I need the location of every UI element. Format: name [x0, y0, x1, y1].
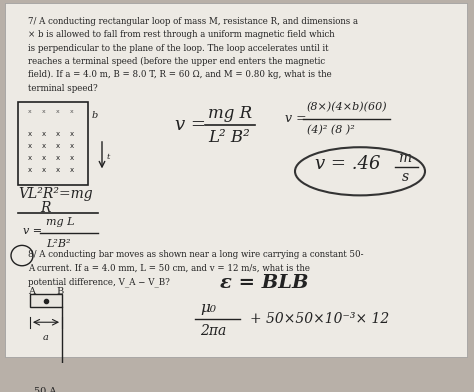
- Text: x: x: [28, 143, 32, 149]
- Text: is perpendicular to the plane of the loop. The loop accelerates until it: is perpendicular to the plane of the loo…: [28, 44, 328, 53]
- Text: x: x: [42, 155, 46, 162]
- Text: b: b: [92, 111, 98, 120]
- Text: mg R: mg R: [208, 105, 252, 122]
- Text: B: B: [56, 287, 63, 296]
- Text: reaches a terminal speed (before the upper end enters the magnetic: reaches a terminal speed (before the upp…: [28, 57, 325, 66]
- Text: VL²R²=mg: VL²R²=mg: [18, 187, 92, 201]
- Text: mg L: mg L: [46, 217, 74, 227]
- Text: s: s: [401, 170, 409, 184]
- Text: 2πa: 2πa: [200, 325, 226, 339]
- Bar: [30, 294, 62, 307]
- Text: x: x: [70, 131, 74, 137]
- Text: v =: v =: [23, 227, 42, 236]
- Text: 50 A: 50 A: [34, 387, 56, 392]
- Text: x: x: [56, 131, 60, 137]
- Text: L²B²: L²B²: [46, 240, 71, 249]
- Text: × b is allowed to fall from rest through a uniform magnetic field which: × b is allowed to fall from rest through…: [28, 30, 335, 39]
- Text: μ₀: μ₀: [200, 301, 216, 315]
- Text: (8×)(4×b)(60): (8×)(4×b)(60): [307, 102, 388, 113]
- Text: v = .46: v = .46: [315, 155, 381, 173]
- Text: x: x: [70, 155, 74, 162]
- Text: x: x: [56, 155, 60, 162]
- Text: x: x: [28, 131, 32, 137]
- Text: field). If a = 4.0 m, B = 8.0 T, R = 60 Ω, and M = 0.80 kg, what is the: field). If a = 4.0 m, B = 8.0 T, R = 60 …: [28, 71, 332, 80]
- Text: x: x: [56, 167, 60, 173]
- Text: m: m: [399, 151, 411, 165]
- Text: x: x: [28, 167, 32, 173]
- Text: x: x: [42, 143, 46, 149]
- Text: + 50×50×10⁻³× 12: + 50×50×10⁻³× 12: [250, 312, 389, 327]
- Text: x: x: [56, 109, 60, 114]
- Text: v =: v =: [175, 116, 206, 134]
- Text: v =: v =: [285, 112, 307, 125]
- Text: A: A: [28, 287, 35, 296]
- Text: x: x: [70, 167, 74, 173]
- Text: 7/ A conducting rectangular loop of mass M, resistance R, and dimensions a: 7/ A conducting rectangular loop of mass…: [28, 17, 358, 25]
- Text: x: x: [42, 167, 46, 173]
- Text: x: x: [42, 109, 46, 114]
- Text: t: t: [107, 153, 110, 162]
- Text: x: x: [28, 109, 32, 114]
- Bar: [18, 102, 88, 185]
- Text: ε = BLB: ε = BLB: [220, 274, 309, 292]
- Text: a: a: [43, 333, 49, 342]
- Text: x: x: [70, 143, 74, 149]
- Text: A current. If a = 4.0 mm, L = 50 cm, and v = 12 m/s, what is the: A current. If a = 4.0 mm, L = 50 cm, and…: [28, 263, 310, 272]
- Text: terminal speed?: terminal speed?: [28, 84, 98, 93]
- Text: x: x: [28, 155, 32, 162]
- Text: R: R: [40, 201, 51, 215]
- Text: 8/ A conducting bar moves as shown near a long wire carrying a constant 50-: 8/ A conducting bar moves as shown near …: [28, 250, 364, 259]
- Text: potential difference, V_A − V_B?: potential difference, V_A − V_B?: [28, 277, 170, 287]
- Text: x: x: [42, 131, 46, 137]
- Text: x: x: [70, 109, 74, 114]
- Text: x: x: [56, 143, 60, 149]
- Text: L² B²: L² B²: [208, 129, 250, 147]
- Text: (4)² (8 )²: (4)² (8 )²: [307, 125, 355, 136]
